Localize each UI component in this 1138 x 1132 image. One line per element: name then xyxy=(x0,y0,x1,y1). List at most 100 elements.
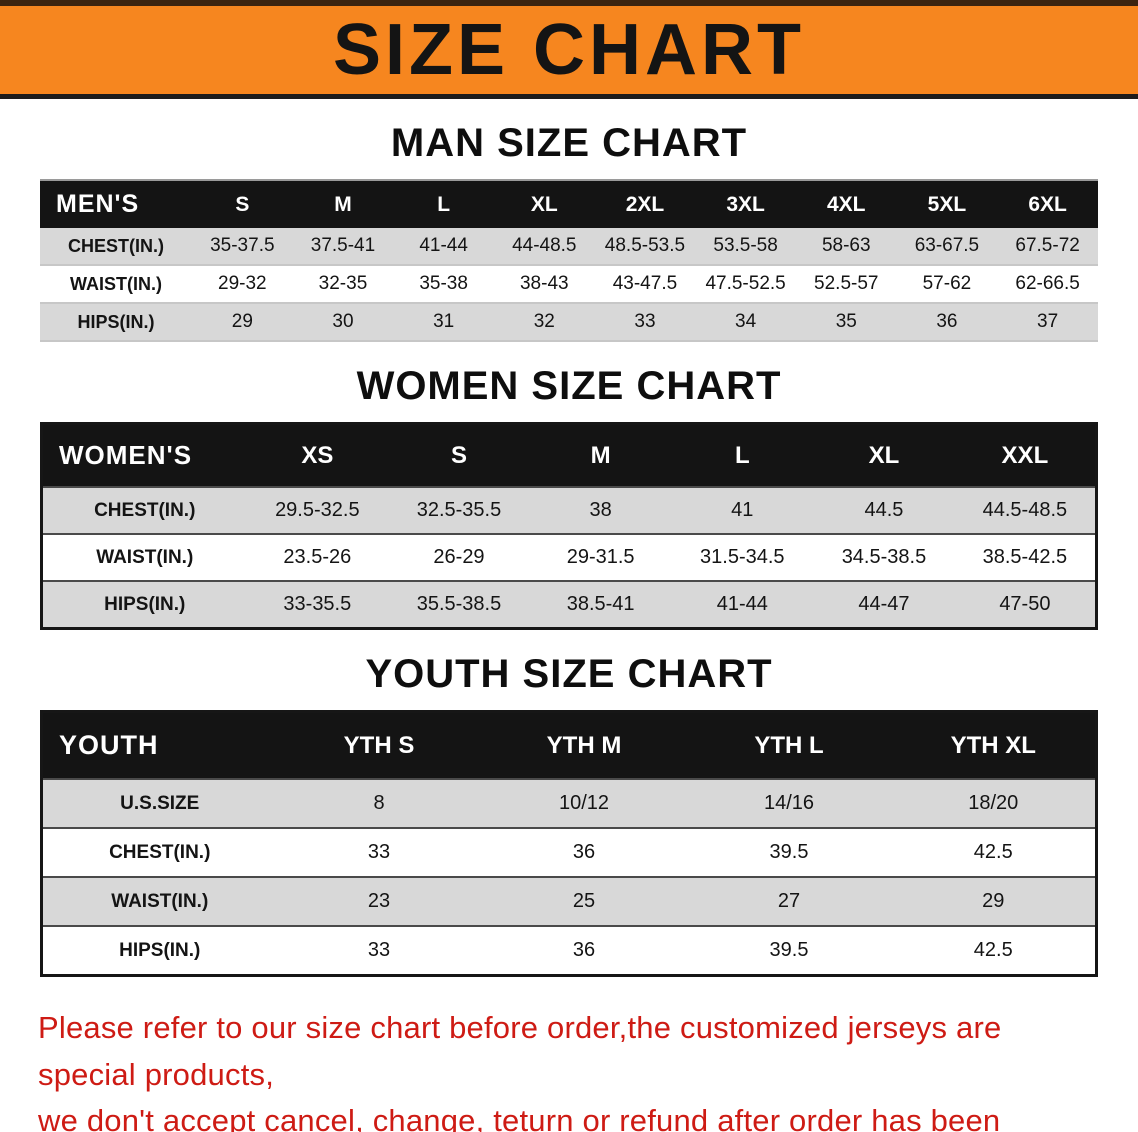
value-cell: 32.5-35.5 xyxy=(388,486,530,534)
size-header-cell: L xyxy=(671,423,814,487)
row-label-cell: CHEST(IN.) xyxy=(41,827,277,877)
value-cell: 42.5 xyxy=(891,827,1097,877)
size-header-cell: M xyxy=(292,180,394,228)
size-header-cell: XL xyxy=(813,423,955,487)
value-cell: 39.5 xyxy=(686,925,892,976)
value-cell: 44.5-48.5 xyxy=(954,486,1097,534)
table-header-row: YOUTH YTH S YTH M YTH L YTH XL xyxy=(41,711,1097,779)
men-size-table: MEN'S S M L XL 2XL 3XL 4XL 5XL 6XL CHEST(IN.) 35-37… xyxy=(40,179,1098,342)
men-section-heading: MAN SIZE CHART xyxy=(390,121,748,165)
row-label-cell: HIPS(IN.) xyxy=(41,580,247,629)
row-label-cell: HIPS(IN.) xyxy=(40,303,192,342)
value-cell: 36 xyxy=(481,827,687,877)
table-row: WAIST(IN.) 23.5-26 26-29 29-31.5 31.5-34.5 34… xyxy=(41,533,1097,581)
size-header-cell: XXL xyxy=(954,423,1097,487)
value-cell: 67.5-72 xyxy=(997,228,1098,266)
page-title: SIZE CHART xyxy=(333,10,805,90)
youth-section-heading: YOUTH SIZE CHART xyxy=(365,652,773,696)
value-cell: 27 xyxy=(686,876,892,926)
value-cell: 57-62 xyxy=(896,265,998,304)
value-cell: 29.5-32.5 xyxy=(246,486,389,534)
table-header-row: MEN'S S M L XL 2XL 3XL 4XL 5XL 6XL xyxy=(40,180,1098,228)
value-cell: 47.5-52.5 xyxy=(695,265,796,304)
women-section-heading: WOMEN SIZE CHART xyxy=(356,364,782,408)
table-row: HIPS(IN.) 33 36 39.5 42.5 xyxy=(41,925,1097,976)
size-header-cell: YTH XL xyxy=(891,711,1097,779)
value-cell: 38.5-41 xyxy=(529,580,672,629)
value-cell: 62-66.5 xyxy=(997,265,1098,304)
size-header-cell: 3XL xyxy=(695,180,796,228)
value-cell: 44-48.5 xyxy=(493,228,595,266)
table-title-cell: MEN'S xyxy=(40,180,192,228)
value-cell: 30 xyxy=(292,303,394,342)
order-notice: Please refer to our size chart before or… xyxy=(38,1005,1104,1132)
value-cell: 35 xyxy=(795,303,897,342)
value-cell: 37.5-41 xyxy=(292,228,394,266)
size-header-cell: L xyxy=(393,180,494,228)
size-header-cell: YTH S xyxy=(276,711,482,779)
value-cell: 25 xyxy=(481,876,687,926)
value-cell: 38-43 xyxy=(493,265,595,304)
value-cell: 31.5-34.5 xyxy=(671,533,814,581)
table-row: CHEST(IN.) 35-37.5 37.5-41 41-44 44-48.5 48.5… xyxy=(40,228,1098,266)
table-row: U.S.SIZE 8 10/12 14/16 18/20 xyxy=(41,778,1097,828)
row-label-cell: U.S.SIZE xyxy=(41,778,277,828)
value-cell: 33-35.5 xyxy=(246,580,389,629)
value-cell: 37 xyxy=(997,303,1098,342)
value-cell: 23.5-26 xyxy=(246,533,389,581)
value-cell: 33 xyxy=(594,303,696,342)
table-title-cell: YOUTH xyxy=(41,711,277,779)
women-size-table: WOMEN'S XS S M L XL XXL CHEST(IN.) 29.5-32.5 32.5… xyxy=(40,422,1098,630)
value-cell: 39.5 xyxy=(686,827,892,877)
value-cell: 43-47.5 xyxy=(594,265,696,304)
value-cell: 35.5-38.5 xyxy=(388,580,530,629)
value-cell: 33 xyxy=(276,925,482,976)
value-cell: 52.5-57 xyxy=(795,265,897,304)
value-cell: 38.5-42.5 xyxy=(954,533,1097,581)
value-cell: 38 xyxy=(529,486,672,534)
value-cell: 41-44 xyxy=(671,580,814,629)
value-cell: 29-32 xyxy=(192,265,293,304)
value-cell: 32-35 xyxy=(292,265,394,304)
value-cell: 42.5 xyxy=(891,925,1097,976)
value-cell: 23 xyxy=(276,876,482,926)
value-cell: 32 xyxy=(493,303,595,342)
table-row: CHEST(IN.) 33 36 39.5 42.5 xyxy=(41,827,1097,877)
value-cell: 41-44 xyxy=(393,228,494,266)
table-title-cell: WOMEN'S xyxy=(41,423,247,487)
size-header-cell: YTH M xyxy=(481,711,687,779)
value-cell: 33 xyxy=(276,827,482,877)
size-header-cell: S xyxy=(192,180,293,228)
value-cell: 44-47 xyxy=(813,580,955,629)
youth-size-table: YOUTH YTH S YTH M YTH L YTH XL U.S.SIZE 8 10/12… xyxy=(40,710,1098,977)
row-label-cell: CHEST(IN.) xyxy=(41,486,247,534)
size-header-cell: 2XL xyxy=(594,180,696,228)
value-cell: 29-31.5 xyxy=(529,533,672,581)
value-cell: 47-50 xyxy=(954,580,1097,629)
size-header-cell: 5XL xyxy=(896,180,998,228)
value-cell: 36 xyxy=(481,925,687,976)
value-cell: 29 xyxy=(891,876,1097,926)
order-notice-line-1: Please refer to our size chart before or… xyxy=(38,1010,1002,1092)
size-header-cell: YTH L xyxy=(686,711,892,779)
table-row: HIPS(IN.) 33-35.5 35.5-38.5 38.5-41 41-44 44-… xyxy=(41,580,1097,629)
row-label-cell: HIPS(IN.) xyxy=(41,925,277,976)
value-cell: 8 xyxy=(276,778,482,828)
row-label-cell: WAIST(IN.) xyxy=(41,533,247,581)
banner: SIZE CHART xyxy=(0,0,1138,99)
size-header-cell: S xyxy=(388,423,530,487)
size-header-cell: XS xyxy=(246,423,389,487)
row-label-cell: WAIST(IN.) xyxy=(40,265,192,304)
table-row: HIPS(IN.) 29 30 31 32 33 34 35 36 37 xyxy=(40,303,1098,342)
value-cell: 44.5 xyxy=(813,486,955,534)
table-header-row: WOMEN'S XS S M L XL XXL xyxy=(41,423,1097,487)
size-header-cell: XL xyxy=(493,180,595,228)
size-header-cell: 6XL xyxy=(997,180,1098,228)
table-row: WAIST(IN.) 29-32 32-35 35-38 38-43 43-47.5 47.… xyxy=(40,265,1098,304)
value-cell: 63-67.5 xyxy=(896,228,998,266)
value-cell: 10/12 xyxy=(481,778,687,828)
value-cell: 14/16 xyxy=(686,778,892,828)
value-cell: 35-37.5 xyxy=(192,228,293,266)
size-header-cell: 4XL xyxy=(795,180,897,228)
